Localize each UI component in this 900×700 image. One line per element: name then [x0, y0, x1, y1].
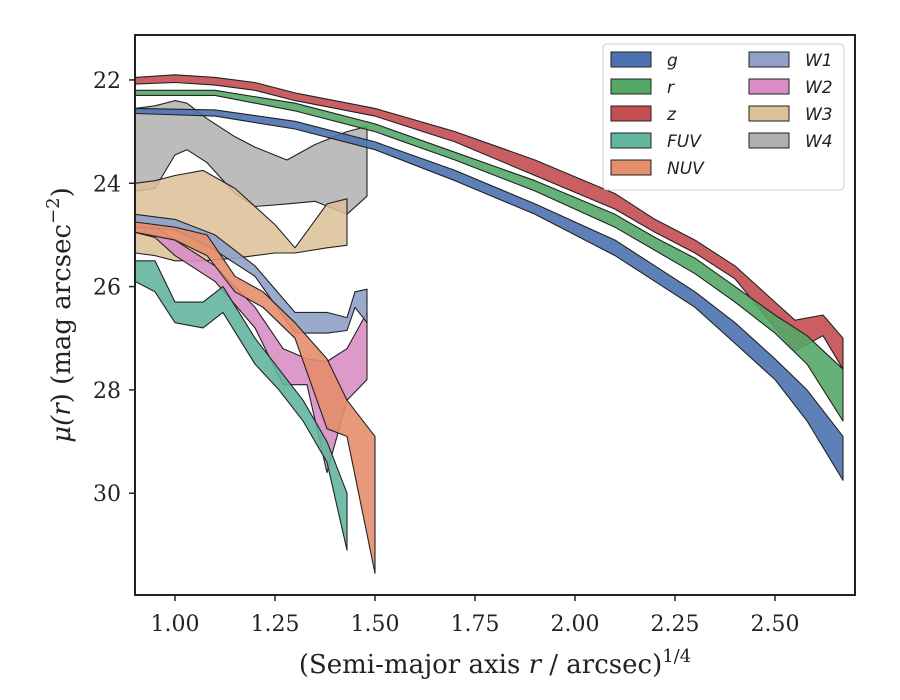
legend-label-w2: W2	[805, 78, 833, 98]
plot-frame	[134, 34, 856, 596]
legend-label-w3: W3	[805, 105, 833, 125]
band-fuv	[135, 260, 348, 551]
legend-swatch-w1	[748, 51, 790, 68]
legend-label-g: g	[667, 51, 678, 71]
x-tick-label: 1.50	[351, 612, 400, 637]
legend-swatch-nuv	[610, 159, 652, 176]
y-tick-label: 22	[93, 69, 121, 94]
legend-label-z: z	[666, 105, 677, 125]
band-g	[135, 107, 844, 481]
legend-label-w1: W1	[805, 51, 833, 71]
x-tick-label: 1.75	[451, 612, 500, 637]
legend-label-fuv: FUV	[667, 132, 702, 152]
x-tick-label: 2.00	[551, 612, 600, 637]
band-nuv	[135, 221, 376, 574]
legend-swatch-w4	[748, 132, 790, 149]
x-axis-title: (Semi-major axis r / arcsec)1/4	[299, 646, 691, 680]
y-tick-label: 26	[93, 276, 121, 301]
legend-label-w4: W4	[805, 132, 833, 152]
legend-swatch-r	[610, 78, 652, 95]
y-tick-label: 28	[93, 379, 121, 404]
x-tick-label: 1.25	[251, 612, 300, 637]
x-tick-label: 2.50	[751, 612, 800, 637]
band-r	[135, 89, 844, 422]
legend-swatch-w2	[748, 78, 790, 95]
x-tick-label: 2.25	[651, 612, 700, 637]
legend-swatch-fuv	[610, 132, 652, 149]
y-tick-label: 24	[93, 172, 121, 197]
x-tick-label: 1.00	[151, 612, 200, 637]
legend-swatch-z	[610, 105, 652, 122]
legend-swatch-g	[610, 51, 652, 68]
x-axis-ticks: 1.00 1.25 1.50 1.75 2.00 2.25 2.50	[151, 595, 800, 637]
data-bands	[135, 74, 844, 574]
y-tick-label: 30	[93, 482, 121, 507]
legend-swatch-w3	[748, 105, 790, 122]
y-axis-ticks: 22 24 26 28 30	[93, 69, 135, 507]
legend: grz FUV NUV W1 W2 W3 W4	[602, 43, 845, 191]
legend-label-nuv: NUV	[667, 159, 705, 179]
y-axis-title: μ(r) (mag arcsec−2)	[43, 187, 77, 443]
legend-label-r: r	[667, 78, 675, 98]
